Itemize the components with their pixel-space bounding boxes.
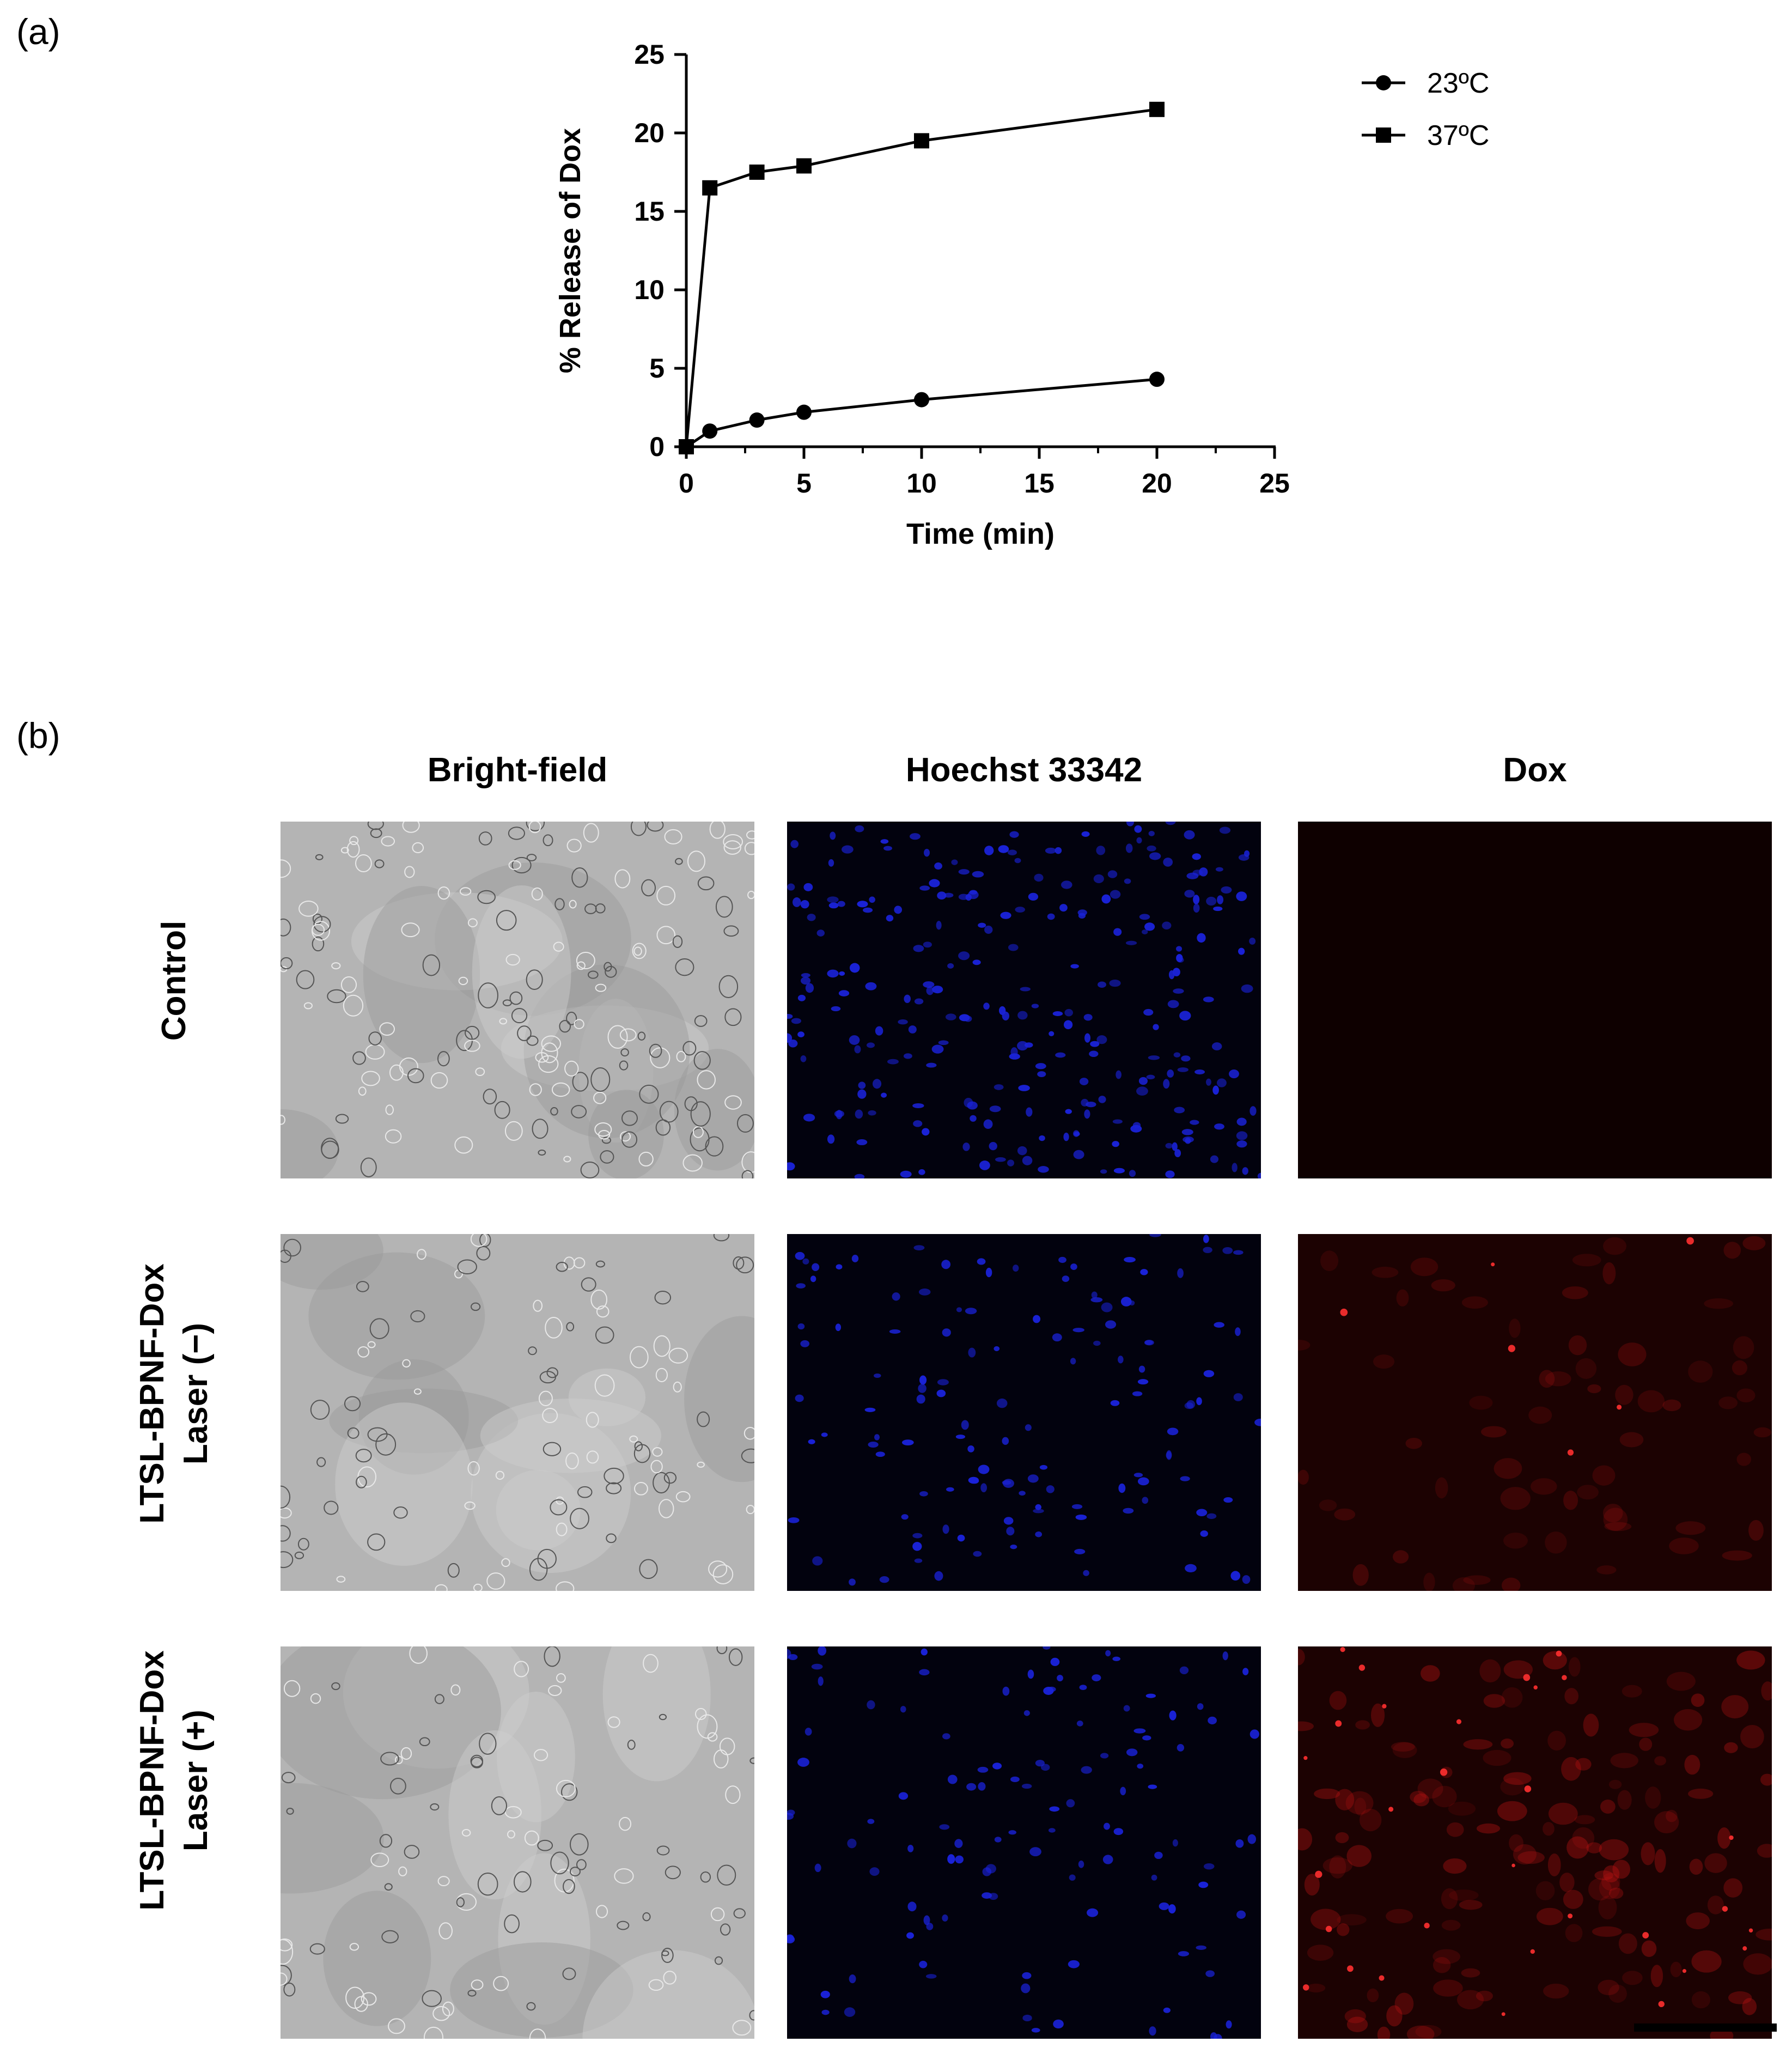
panel-b-label: (b) xyxy=(16,715,60,756)
data-point-square xyxy=(749,165,765,180)
image-laser-plus-dox xyxy=(1298,1646,1772,2039)
panel-a-label: (a) xyxy=(16,11,60,52)
data-point-square xyxy=(914,133,929,149)
micrograph-svg xyxy=(1298,822,1772,1178)
micrograph-svg xyxy=(1298,1646,1772,2039)
row-label-line1: Control xyxy=(155,920,193,1041)
image-control-brightfield xyxy=(281,822,754,1178)
row-label-control: Control xyxy=(153,790,196,1171)
data-point-circle xyxy=(702,423,718,439)
legend-marker-square xyxy=(1376,127,1391,143)
micrograph-svg xyxy=(281,1234,754,1591)
legend-label: 23ºC xyxy=(1427,68,1489,99)
x-axis-label: Time (min) xyxy=(906,518,1055,550)
y-tick-label: 25 xyxy=(634,39,665,70)
image-control-dox xyxy=(1298,822,1772,1178)
legend-marker-circle xyxy=(1376,75,1391,90)
y-tick-label: 5 xyxy=(649,353,665,384)
row-label-line2: Laser (−) xyxy=(177,1322,215,1465)
row-label-line2: Laser (+) xyxy=(177,1709,215,1852)
y-tick-label: 10 xyxy=(634,275,665,305)
release-chart: 0 5 10 15 20 25 0 5 10 15 20 25 Time (min) % Release … xyxy=(554,39,1489,550)
micrograph-svg xyxy=(1298,1234,1772,1591)
image-laser-minus-hoechst xyxy=(787,1234,1261,1591)
image-laser-plus-hoechst xyxy=(787,1646,1261,2039)
y-tick-label: 20 xyxy=(634,118,665,148)
micrograph-svg xyxy=(787,1234,1261,1591)
image-laser-plus-brightfield xyxy=(281,1646,754,2039)
row-label-laser-minus: LTSL-BPNF-Dox Laser (−) xyxy=(131,1203,218,1584)
data-point-square xyxy=(796,158,812,174)
row-label-laser-plus: LTSL-BPNF-Dox Laser (+) xyxy=(131,1590,218,1971)
legend-label: 37ºC xyxy=(1427,120,1489,151)
image-control-hoechst xyxy=(787,822,1261,1178)
data-point-square xyxy=(1149,101,1165,117)
data-point-circle xyxy=(1149,372,1165,387)
micrograph-svg xyxy=(281,1646,754,2039)
y-tick-label: 15 xyxy=(634,196,665,227)
row-label-line1: LTSL-BPNF-Dox xyxy=(133,1650,171,1911)
data-point-square xyxy=(679,439,694,454)
image-laser-minus-brightfield xyxy=(281,1234,754,1591)
column-header-hoechst: Hoechst 33342 xyxy=(905,751,1143,789)
data-point-circle xyxy=(796,404,812,420)
row-label-line1: LTSL-BPNF-Dox xyxy=(133,1263,171,1524)
data-point-square xyxy=(702,180,718,196)
column-header-bright-field: Bright-field xyxy=(427,751,608,789)
x-tick-label: 15 xyxy=(1024,468,1055,499)
x-tick-label: 10 xyxy=(906,468,937,499)
micrograph-svg xyxy=(787,1646,1261,2039)
micrograph-svg xyxy=(787,822,1261,1178)
micrograph-svg xyxy=(281,822,754,1178)
image-laser-minus-dox xyxy=(1298,1234,1772,1591)
x-tick-label: 0 xyxy=(679,468,694,499)
data-point-circle xyxy=(914,392,929,408)
data-point-circle xyxy=(749,412,765,428)
column-header-dox: Dox xyxy=(1503,751,1567,789)
series-line-2 xyxy=(685,108,1157,447)
y-tick-label: 0 xyxy=(649,432,665,462)
x-tick-label: 5 xyxy=(796,468,812,499)
y-axis-label: % Release of Dox xyxy=(554,128,587,373)
x-tick-label: 20 xyxy=(1142,468,1172,499)
scale-bar xyxy=(1634,2023,1777,2032)
x-tick-label: 25 xyxy=(1259,468,1290,499)
